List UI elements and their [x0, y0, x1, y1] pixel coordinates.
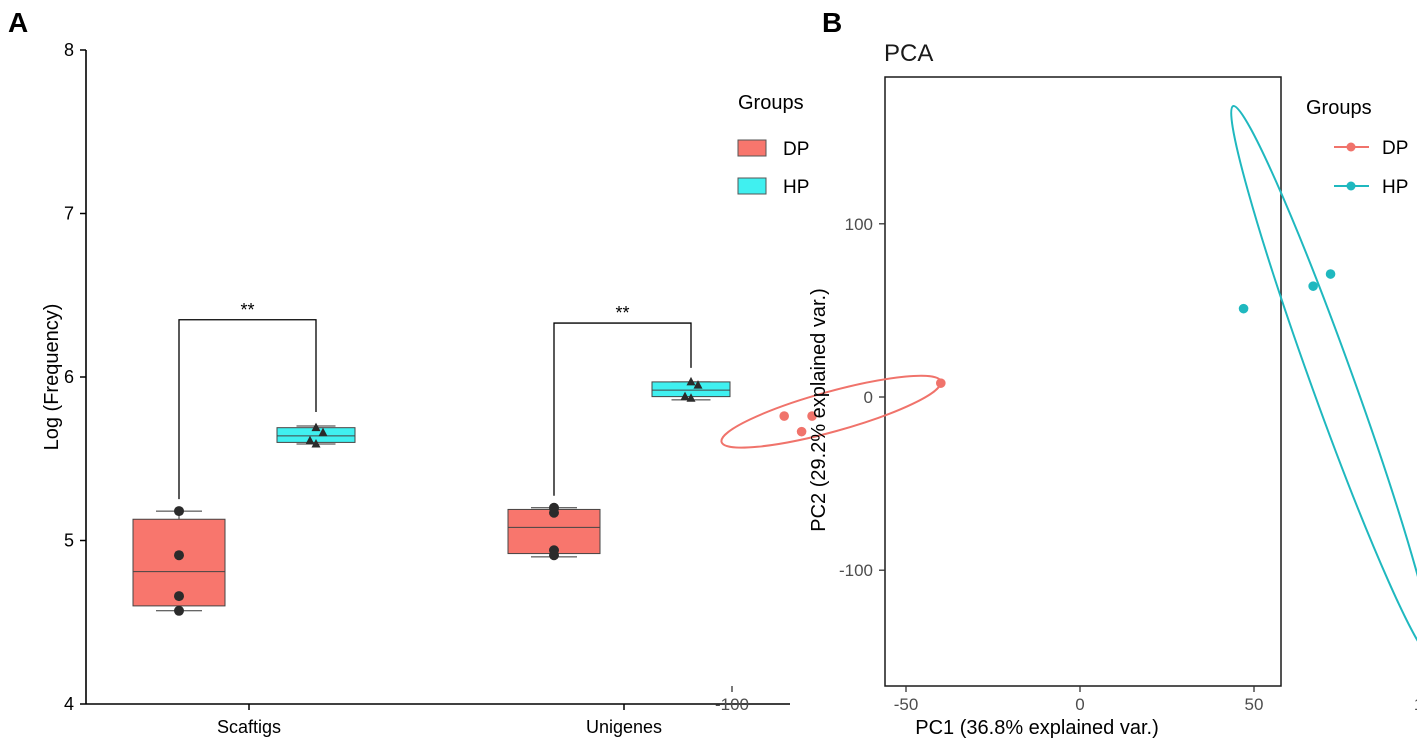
y-tick-label: 7: [64, 204, 74, 224]
x-tick-label: Scaftigs: [217, 717, 281, 737]
y-tick-label: 6: [64, 367, 74, 387]
legend: Groups DP HP: [1306, 97, 1408, 198]
legend-label-hp: HP: [783, 177, 809, 198]
legend-label-dp: DP: [1382, 138, 1408, 159]
significance-label: **: [240, 300, 254, 320]
significance-bracket: **: [553, 303, 692, 496]
x-axis-title: PC1 (36.8% explained var.): [915, 717, 1158, 739]
data-point: [1325, 269, 1336, 279]
legend-title: Groups: [1306, 97, 1372, 119]
legend-key-hp: [737, 177, 767, 195]
data-point: [174, 605, 184, 616]
box-dp-unigenes: [507, 502, 601, 561]
legend: Groups DP HP: [737, 92, 809, 198]
y-tick-label: 4: [64, 694, 74, 714]
x-tick-label: 100: [1414, 695, 1417, 714]
data-point: [311, 439, 321, 448]
data-point: [311, 422, 321, 432]
confidence-ellipse: [1230, 104, 1417, 658]
bracket-line: [553, 322, 692, 496]
plot-border: [884, 76, 1282, 687]
legend-dot-dp: [1346, 142, 1356, 152]
legend-dot-hp: [1346, 181, 1356, 191]
significance-bracket: **: [178, 300, 317, 500]
data-point: [1238, 303, 1249, 314]
x-tick-label: -100: [715, 695, 749, 714]
series-dp: [720, 374, 946, 449]
bracket-line: [178, 319, 317, 500]
y-axis-title: Log (Frequency): [41, 304, 63, 451]
data-point: [796, 426, 807, 437]
significance-label: **: [615, 303, 629, 323]
x-tick-label: Unigenes: [586, 717, 662, 737]
data-point: [686, 393, 696, 402]
panel-label-b: B: [822, 7, 842, 38]
y-tick-label: 8: [64, 40, 74, 60]
y-axis-title: PC2 (29.2% explained var.): [808, 288, 830, 531]
data-point: [174, 506, 184, 517]
data-point: [174, 591, 184, 602]
x-tick-label: 0: [1075, 695, 1084, 714]
legend-label-hp: HP: [1382, 177, 1408, 198]
data-point: [936, 378, 946, 388]
data-point: [693, 380, 703, 389]
confidence-ellipse: [720, 374, 942, 449]
legend-key-dp: [737, 139, 767, 157]
data-point: [686, 376, 696, 386]
y-tick-label: 100: [845, 215, 873, 234]
data-point: [318, 427, 328, 437]
x-tick-label: -50: [894, 695, 919, 714]
data-point: [549, 550, 559, 561]
y-tick-label: 0: [864, 388, 873, 407]
data-point: [305, 435, 315, 445]
data-point: [1308, 281, 1318, 291]
data-point: [680, 391, 690, 401]
data-point: [807, 411, 817, 421]
data-point: [174, 550, 184, 561]
series-hp: [1230, 104, 1417, 658]
data-point: [779, 411, 789, 421]
box-dp-scaftigs: [132, 506, 226, 616]
box-hp-unigenes: [651, 376, 731, 402]
y-tick-label: -100: [839, 561, 873, 580]
x-tick-label: 50: [1245, 695, 1264, 714]
data-point: [549, 507, 559, 518]
legend-label-dp: DP: [783, 139, 809, 160]
panel-label-a: A: [8, 7, 28, 38]
legend-title: Groups: [738, 92, 804, 114]
y-tick-label: 5: [64, 531, 74, 551]
chart-title: PCA: [884, 40, 933, 67]
box-hp-scaftigs: [276, 422, 356, 448]
pca-chart: PCA -100 -50 0 50 100 -100 0 100 PC1 (36.8% exp…: [715, 40, 1417, 739]
